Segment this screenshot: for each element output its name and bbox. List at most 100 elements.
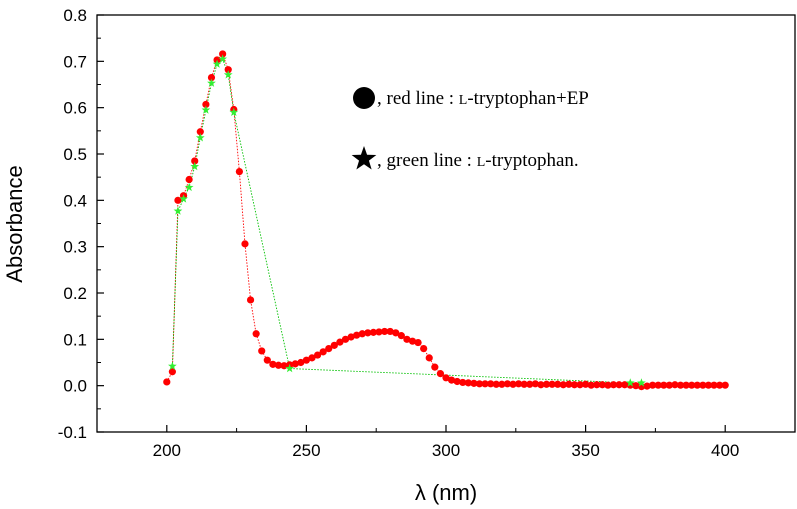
- data-point-tryptophan-ep: [721, 381, 729, 389]
- data-point-tryptophan-ep: [380, 327, 389, 336]
- y-tick-label: 0.7: [63, 52, 87, 71]
- y-tick-label: 0.3: [63, 238, 87, 257]
- data-point-tryptophan-ep: [202, 100, 210, 109]
- data-point-tryptophan-ep: [436, 370, 445, 378]
- x-tick-label: 200: [153, 441, 181, 460]
- data-point-tryptophan-ep: [470, 379, 478, 387]
- data-point-tryptophan-ep: [643, 382, 651, 390]
- data-point-tryptophan-ep: [235, 168, 243, 176]
- data-point-tryptophan-ep: [163, 378, 171, 386]
- data-point-tryptophan-ep: [475, 380, 484, 388]
- data-point-tryptophan-ep: [487, 380, 495, 388]
- data-point-tryptophan-ep: [207, 73, 216, 82]
- data-point-tryptophan-ep: [716, 381, 724, 389]
- data-point-tryptophan-ep: [649, 381, 657, 389]
- data-point-tryptophan-ep: [453, 377, 461, 386]
- data-point-tryptophan-ep: [526, 380, 534, 388]
- data-point-tryptophan: [184, 182, 194, 192]
- y-tick-label: 0.6: [63, 99, 87, 118]
- data-point-tryptophan: [212, 59, 222, 68]
- data-point-tryptophan-ep: [302, 356, 310, 364]
- data-point-tryptophan-ep: [168, 368, 176, 376]
- y-tick-label: 0.0: [63, 377, 87, 396]
- data-point-tryptophan-ep: [347, 333, 355, 341]
- data-point-tryptophan-ep: [258, 347, 266, 355]
- data-point-tryptophan-ep: [246, 296, 255, 304]
- data-point-tryptophan-ep: [531, 380, 539, 388]
- data-point-tryptophan-ep: [447, 376, 456, 384]
- data-point-tryptophan-ep: [548, 380, 556, 388]
- data-point-tryptophan-ep: [565, 380, 573, 388]
- data-point-tryptophan-ep: [587, 381, 595, 389]
- data-point-tryptophan-ep: [514, 380, 523, 388]
- y-tick-label: 0.2: [63, 284, 87, 303]
- legend-red-smallcaps: L: [459, 93, 468, 108]
- data-point-tryptophan-ep: [369, 328, 378, 336]
- legend-red-prefix: , red line :: [377, 88, 459, 109]
- data-point-tryptophan-ep: [191, 157, 199, 165]
- data-point-tryptophan-ep: [274, 361, 283, 369]
- data-point-tryptophan-ep: [297, 358, 305, 367]
- data-point-tryptophan-ep: [710, 381, 718, 389]
- data-point-tryptophan-ep: [582, 380, 590, 388]
- data-point-tryptophan-ep: [241, 240, 249, 248]
- data-point-tryptophan: [190, 161, 200, 171]
- data-point-tryptophan: [223, 70, 233, 79]
- data-point-tryptophan-ep: [185, 175, 193, 184]
- data-point-tryptophan: [195, 133, 205, 142]
- data-point-tryptophan-ep: [509, 380, 517, 388]
- data-point-tryptophan-ep: [358, 330, 366, 338]
- data-point-tryptophan-ep: [291, 360, 299, 368]
- data-point-tryptophan-ep: [425, 354, 433, 362]
- data-point-tryptophan-ep: [693, 381, 701, 389]
- data-point-tryptophan-ep: [688, 381, 696, 389]
- data-point-tryptophan-ep: [593, 381, 601, 389]
- data-point-tryptophan-ep: [252, 330, 260, 338]
- data-point-tryptophan-ep: [330, 341, 338, 349]
- data-point-tryptophan-ep: [442, 374, 450, 382]
- data-point-tryptophan-ep: [263, 356, 271, 364]
- data-point-tryptophan-ep: [392, 329, 400, 337]
- data-point-tryptophan-ep: [219, 50, 227, 58]
- data-point-tryptophan: [218, 54, 228, 63]
- data-point-tryptophan-ep: [609, 381, 618, 389]
- data-point-tryptophan-ep: [520, 380, 528, 388]
- data-point-tryptophan: [168, 361, 177, 370]
- legend-entry-red: , red line : L-tryptophan+EP: [377, 88, 589, 109]
- data-point-tryptophan-ep: [598, 381, 606, 389]
- legend-green-text: -tryptophan.: [485, 150, 578, 171]
- data-point-tryptophan-ep: [459, 378, 467, 387]
- y-tick-label: 0.8: [63, 6, 87, 25]
- data-point-tryptophan-ep: [375, 328, 383, 336]
- legend: , red line : L-tryptophan+EP , green lin…: [351, 87, 589, 171]
- data-point-tryptophan-ep: [224, 66, 232, 74]
- data-point-tryptophan: [229, 107, 239, 117]
- data-point-tryptophan-ep: [621, 381, 629, 389]
- data-point-tryptophan-ep: [353, 331, 361, 339]
- y-tick-label: 0.4: [63, 191, 87, 210]
- data-point-tryptophan: [637, 378, 646, 387]
- data-point-tryptophan-ep: [325, 345, 333, 353]
- data-point-tryptophan-ep: [364, 329, 372, 337]
- data-point-tryptophan-ep: [615, 381, 623, 389]
- data-point-tryptophan-ep: [554, 380, 562, 388]
- data-point-tryptophan-ep: [313, 351, 322, 359]
- data-point-tryptophan-ep: [341, 335, 350, 343]
- data-point-tryptophan-ep: [414, 338, 422, 347]
- data-point-tryptophan-ep: [308, 354, 316, 362]
- data-point-tryptophan-ep: [408, 337, 417, 345]
- data-point-tryptophan-ep: [632, 382, 640, 390]
- data-point-tryptophan-ep: [537, 381, 545, 389]
- data-point-tryptophan-ep: [403, 335, 411, 343]
- data-point-tryptophan-ep: [665, 381, 673, 389]
- data-point-tryptophan-ep: [397, 332, 405, 340]
- x-tick-label: 400: [711, 441, 739, 460]
- data-point-tryptophan-ep: [174, 196, 182, 204]
- data-point-tryptophan-ep: [682, 381, 690, 389]
- data-point-tryptophan-ep: [542, 380, 551, 388]
- legend-entry-green: , green line : L-tryptophan.: [377, 150, 579, 171]
- x-tick-label: 350: [571, 441, 599, 460]
- data-point-tryptophan-ep: [654, 381, 662, 389]
- data-point-tryptophan-ep: [319, 348, 327, 356]
- legend-green-prefix: , green line :: [377, 150, 477, 171]
